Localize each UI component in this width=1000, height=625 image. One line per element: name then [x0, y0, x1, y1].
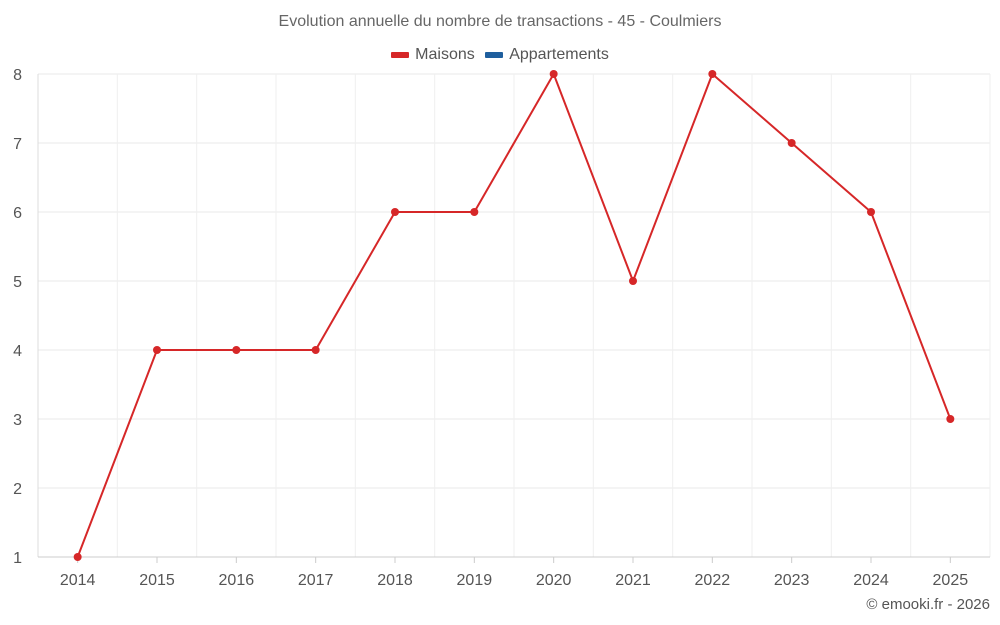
credits[interactable]: © emooki.fr - 2026	[866, 596, 990, 613]
y-tick-label: 4	[13, 343, 22, 360]
x-tick-label: 2023	[774, 572, 810, 589]
x-tick-label: 2021	[615, 572, 651, 589]
y-tick-label: 1	[13, 550, 22, 567]
x-tick-label: 2024	[853, 572, 889, 589]
legend-label-appartements: Appartements	[509, 46, 609, 63]
data-point	[391, 208, 399, 216]
legend: Maisons Appartements	[0, 45, 1000, 64]
x-tick-label: 2015	[139, 572, 175, 589]
y-tick-label: 6	[13, 205, 22, 222]
data-point	[153, 346, 161, 354]
legend-item-maisons[interactable]: Maisons	[391, 46, 475, 64]
y-tick-label: 5	[13, 274, 22, 291]
y-tick-label: 8	[13, 67, 22, 84]
x-tick-label: 2016	[219, 572, 255, 589]
legend-label-maisons: Maisons	[415, 46, 475, 63]
x-tick-label: 2017	[298, 572, 334, 589]
y-tick-label: 3	[13, 412, 22, 429]
series-line-maisons	[76, 73, 952, 558]
x-tick-label: 2019	[457, 572, 493, 589]
y-tick-label: 7	[13, 136, 22, 153]
legend-swatch-appartements	[485, 52, 504, 58]
data-point	[946, 415, 955, 423]
x-tick-label: 2018	[377, 572, 413, 589]
legend-item-appartements[interactable]: Appartements	[485, 46, 609, 64]
legend-swatch-maisons	[391, 52, 410, 58]
y-tick-label: 2	[13, 481, 22, 498]
data-point	[311, 346, 320, 354]
data-point	[867, 208, 875, 216]
data-point	[787, 139, 796, 147]
data-point	[708, 70, 717, 78]
data-point	[549, 70, 558, 78]
chart-title: Evolution annuelle du nombre de transact…	[278, 13, 722, 30]
x-tick-label: 2014	[60, 572, 96, 589]
x-tick-label: 2025	[933, 572, 969, 589]
data-point	[629, 277, 637, 285]
x-tick-label: 2022	[695, 572, 731, 589]
x-tick-label: 2020	[536, 572, 572, 589]
data-point	[73, 553, 82, 561]
data-point	[232, 346, 241, 354]
data-point	[470, 208, 479, 216]
